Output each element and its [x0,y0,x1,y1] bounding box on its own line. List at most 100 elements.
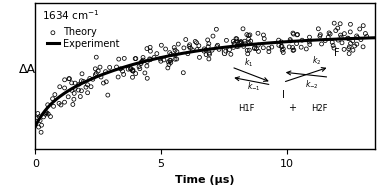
Theory [119,70,125,73]
Theory [234,40,240,43]
Theory [329,41,335,44]
Theory [72,87,78,90]
Theory [147,50,153,53]
Theory [307,43,313,46]
Theory [223,39,229,42]
Theory [130,76,136,79]
Theory [238,40,244,43]
Theory [130,70,136,73]
Theory [37,119,43,122]
Theory [294,42,300,45]
Theory [65,95,71,98]
Theory [187,43,193,46]
Theory [183,38,189,41]
Theory [307,36,313,39]
Theory [78,79,84,82]
Theory [167,59,174,62]
Theory [255,44,261,47]
Theory [251,47,257,50]
Theory [358,38,364,41]
Theory [260,33,266,36]
Theory [206,42,212,45]
Theory [185,52,191,55]
Theory [194,41,200,44]
Theory [93,56,99,59]
Theory [168,61,174,64]
Theory [136,65,142,68]
Theory [139,60,145,63]
Theory [290,46,296,49]
Theory [242,40,248,43]
Theory [298,46,304,49]
Theory [62,78,68,81]
Experiment [33,125,38,127]
Theory [197,56,203,59]
Theory [355,36,361,39]
Theory [246,34,252,37]
Theory [107,66,113,69]
Theory [158,60,164,63]
Theory [291,49,297,52]
Text: +: + [288,103,296,113]
Theory [163,48,169,51]
Theory [105,94,111,97]
Theory [52,93,58,96]
Theory [325,36,331,39]
Theory [276,39,282,42]
Theory [216,48,222,51]
Theory [186,45,192,48]
Theory [278,40,284,43]
Theory [326,31,332,34]
Theory [315,27,321,30]
Theory [44,111,50,114]
Theory [204,38,211,41]
Theory [347,23,353,26]
Theory [253,47,259,50]
Theory [354,43,360,46]
Theory [72,82,78,85]
Theory [90,78,96,81]
Text: $k_2$: $k_2$ [312,55,321,67]
Legend: Theory, Experiment: Theory, Experiment [47,27,119,49]
Theory [347,30,353,33]
Theory [232,42,238,45]
Theory [236,41,242,44]
Text: I: I [282,90,285,100]
Text: $k_{-2}$: $k_{-2}$ [305,78,319,91]
Theory [339,41,345,44]
Theory [140,56,146,59]
Experiment [196,50,201,52]
Theory [206,53,212,56]
Experiment [194,50,199,52]
Theory [338,36,344,39]
Theory [69,89,75,92]
Theory [246,49,253,52]
Theory [95,70,101,73]
Theory [290,32,296,35]
Theory [116,58,122,61]
Theory [142,71,148,74]
Theory [151,56,157,59]
Theory [133,72,139,75]
Theory [335,39,341,42]
Theory [322,39,328,42]
Experiment [372,37,377,39]
Theory [196,44,202,47]
Theory [167,59,173,62]
Theory [203,49,209,52]
Experiment [217,47,221,49]
Theory [306,40,312,43]
Theory [294,33,300,36]
Theory [242,42,248,45]
Theory [38,131,44,134]
Theory [231,42,237,45]
Theory [133,57,139,60]
Theory [172,58,178,61]
Theory [337,22,343,25]
Theory [245,52,251,55]
Text: H1F: H1F [238,104,255,113]
Text: 1634 cm$^{-1}$: 1634 cm$^{-1}$ [42,8,100,22]
Experiment [235,45,240,47]
Theory [233,37,239,40]
Theory [174,58,180,61]
